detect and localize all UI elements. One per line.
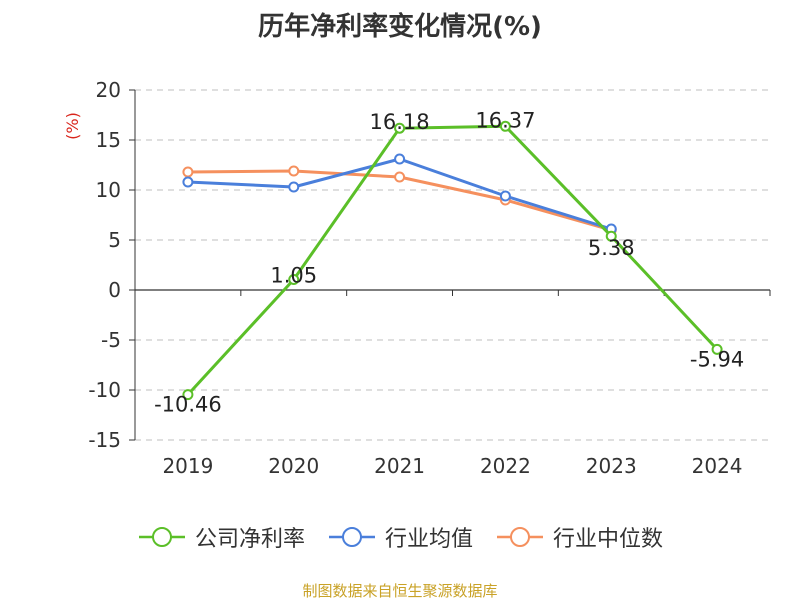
legend-label: 公司净利率	[194, 527, 305, 552]
y-tick-label: 10	[96, 178, 121, 202]
data-point	[394, 122, 406, 134]
legend-line-circle-icon	[138, 527, 185, 547]
data-point	[394, 153, 406, 165]
data-label: 16.37	[475, 108, 535, 132]
data-label: 16.18	[370, 110, 430, 134]
legend-line-circle-icon	[497, 527, 543, 547]
y-tick-label: 15	[96, 128, 121, 152]
legend-label: 行业中位数	[553, 527, 664, 552]
data-point	[182, 166, 194, 178]
y-tick-label: -15	[88, 428, 121, 452]
data-label: -10.46	[154, 393, 222, 417]
x-tick-label: 2022	[480, 454, 531, 478]
series-line-0	[186, 124, 719, 396]
y-tick-label: 0	[108, 278, 121, 302]
x-tick-label: 2021	[374, 454, 425, 478]
data-point	[394, 171, 406, 183]
y-axis-label: (%)	[63, 112, 82, 140]
y-tick-label: 20	[96, 78, 121, 102]
data-point	[288, 181, 300, 193]
data-point	[288, 165, 300, 177]
data-point	[499, 190, 511, 202]
legend-item[interactable]: 行业中位数	[495, 521, 663, 553]
data-point	[182, 176, 194, 188]
x-tick-label: 2019	[162, 454, 213, 478]
data-point	[711, 343, 723, 355]
legend-label: 行业均值	[384, 527, 473, 552]
data-label: -5.94	[690, 347, 744, 371]
data-point	[605, 230, 617, 242]
data-label: 5.38	[588, 236, 635, 260]
legend-line-circle-icon	[328, 527, 375, 547]
x-tick-label: 2024	[692, 454, 743, 478]
x-tick-label: 2023	[586, 454, 637, 478]
y-tick-label: -5	[101, 328, 121, 352]
legend-item[interactable]: 行业均值	[327, 521, 473, 553]
data-point	[182, 389, 194, 401]
data-label: 1.05	[270, 264, 317, 288]
chart-title: 历年净利率变化情况(%)	[258, 12, 542, 42]
legend-item[interactable]: 公司净利率	[137, 521, 305, 553]
y-tick-label: -10	[88, 378, 121, 402]
y-tick-label: 5	[108, 228, 121, 252]
x-tick-label: 2020	[268, 454, 319, 478]
source-note: 制图数据来自恒生聚源数据库	[302, 582, 498, 600]
legend: 公司净利率 行业均值 行业中位数	[0, 520, 800, 554]
data-point	[288, 274, 300, 285]
data-point	[499, 120, 511, 132]
